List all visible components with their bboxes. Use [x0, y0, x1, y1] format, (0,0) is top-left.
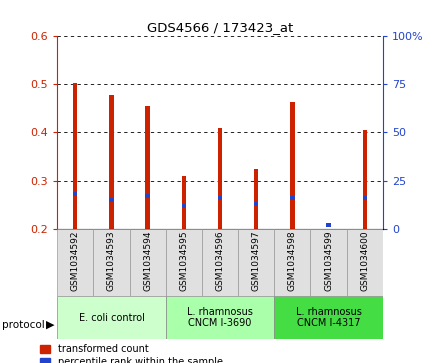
FancyBboxPatch shape: [129, 229, 166, 296]
FancyBboxPatch shape: [57, 229, 93, 296]
Text: GSM1034594: GSM1034594: [143, 231, 152, 291]
Text: GSM1034595: GSM1034595: [180, 231, 188, 291]
FancyBboxPatch shape: [274, 296, 383, 339]
Text: ▶: ▶: [46, 320, 55, 330]
Bar: [73, 192, 77, 196]
Bar: [182, 204, 186, 208]
FancyBboxPatch shape: [238, 229, 274, 296]
Bar: [363, 130, 367, 229]
Bar: [146, 106, 150, 229]
Bar: [73, 83, 77, 229]
Text: L. rhamnosus
CNCM I-4317: L. rhamnosus CNCM I-4317: [296, 307, 362, 329]
Bar: [254, 168, 258, 229]
FancyBboxPatch shape: [274, 229, 311, 296]
Text: GSM1034593: GSM1034593: [107, 231, 116, 291]
FancyBboxPatch shape: [166, 229, 202, 296]
Text: GSM1034596: GSM1034596: [216, 231, 224, 291]
Bar: [290, 196, 294, 200]
Text: GSM1034597: GSM1034597: [252, 231, 260, 291]
Text: GSM1034592: GSM1034592: [71, 231, 80, 291]
Text: protocol: protocol: [2, 320, 45, 330]
FancyBboxPatch shape: [347, 229, 383, 296]
Bar: [218, 196, 222, 200]
Bar: [146, 194, 150, 198]
Bar: [363, 196, 367, 200]
Bar: [290, 102, 294, 229]
Text: E. coli control: E. coli control: [78, 313, 144, 323]
Text: GSM1034598: GSM1034598: [288, 231, 297, 291]
FancyBboxPatch shape: [311, 229, 347, 296]
FancyBboxPatch shape: [57, 296, 166, 339]
Text: L. rhamnosus
CNCM I-3690: L. rhamnosus CNCM I-3690: [187, 307, 253, 329]
Bar: [109, 95, 114, 229]
FancyBboxPatch shape: [202, 229, 238, 296]
Bar: [109, 198, 114, 202]
Legend: transformed count, percentile rank within the sample: transformed count, percentile rank withi…: [40, 344, 223, 363]
Text: GSM1034599: GSM1034599: [324, 231, 333, 291]
FancyBboxPatch shape: [166, 296, 274, 339]
Bar: [326, 223, 331, 227]
Title: GDS4566 / 173423_at: GDS4566 / 173423_at: [147, 21, 293, 34]
Bar: [254, 202, 258, 205]
Text: GSM1034600: GSM1034600: [360, 231, 369, 291]
Bar: [182, 176, 186, 229]
Bar: [218, 128, 222, 229]
FancyBboxPatch shape: [93, 229, 129, 296]
